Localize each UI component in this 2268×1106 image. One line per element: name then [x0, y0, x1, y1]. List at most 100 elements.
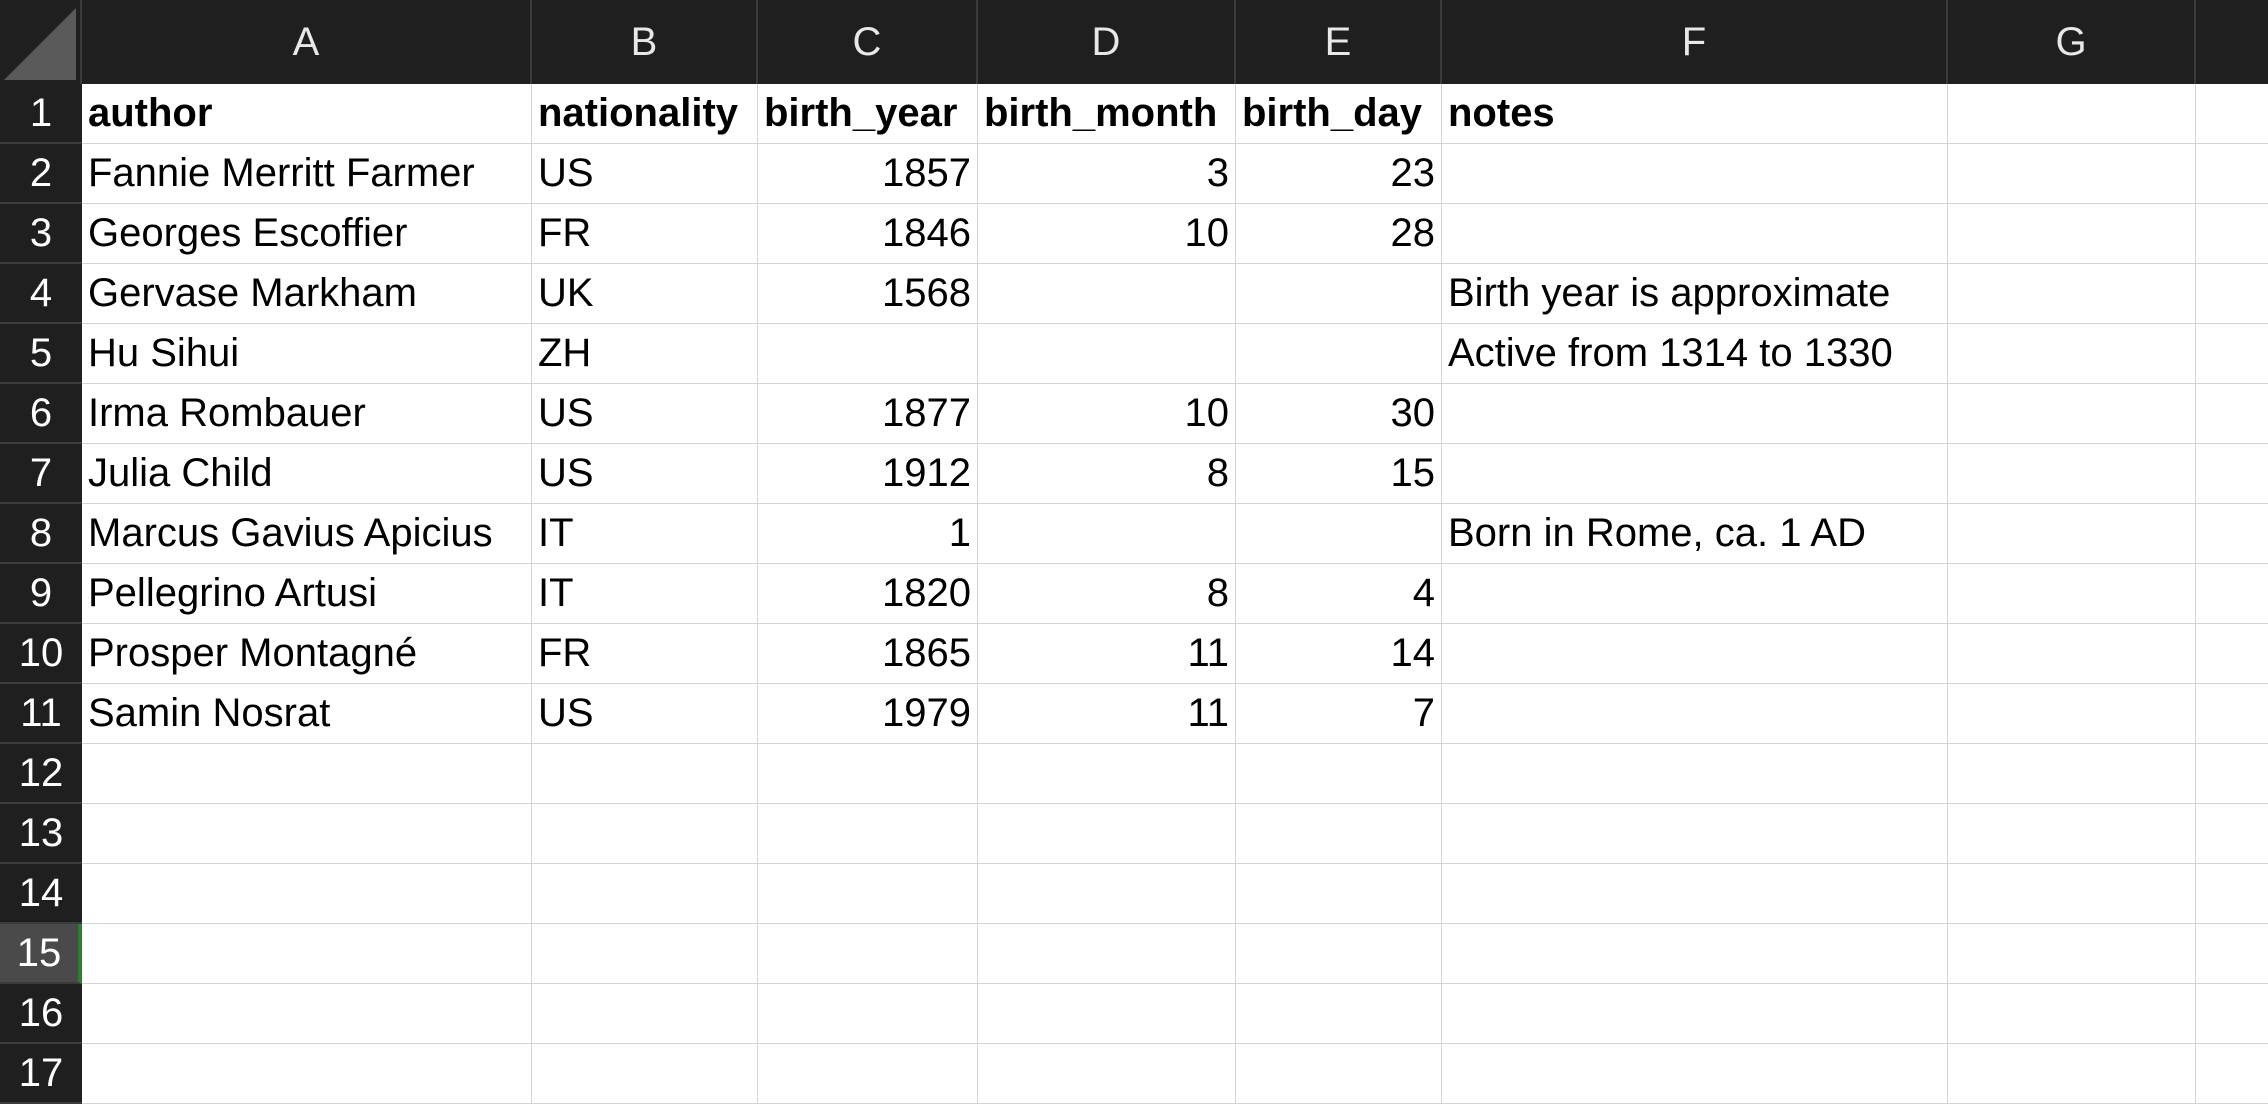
cell-b17[interactable]: [532, 1044, 758, 1104]
cell-f16[interactable]: [1442, 984, 1948, 1044]
cell-g8[interactable]: [1948, 504, 2196, 564]
cell-x5[interactable]: [2196, 324, 2268, 384]
column-header-f[interactable]: F: [1442, 0, 1948, 84]
cell-x12[interactable]: [2196, 744, 2268, 804]
cell-x1[interactable]: [2196, 84, 2268, 144]
cell-g17[interactable]: [1948, 1044, 2196, 1104]
cell-e11[interactable]: 7: [1236, 684, 1442, 744]
column-header-e[interactable]: E: [1236, 0, 1442, 84]
cell-a3[interactable]: Georges Escoffier: [82, 204, 532, 264]
cell-a8[interactable]: Marcus Gavius Apicius: [82, 504, 532, 564]
cell-c1[interactable]: birth_year: [758, 84, 978, 144]
cell-f13[interactable]: [1442, 804, 1948, 864]
cell-g11[interactable]: [1948, 684, 2196, 744]
cell-f15[interactable]: [1442, 924, 1948, 984]
cell-g14[interactable]: [1948, 864, 2196, 924]
cell-f10[interactable]: [1442, 624, 1948, 684]
cell-c8[interactable]: 1: [758, 504, 978, 564]
cell-e17[interactable]: [1236, 1044, 1442, 1104]
cell-c14[interactable]: [758, 864, 978, 924]
row-header[interactable]: 6: [0, 384, 82, 444]
cell-g5[interactable]: [1948, 324, 2196, 384]
cell-c11[interactable]: 1979: [758, 684, 978, 744]
cell-d15[interactable]: [978, 924, 1236, 984]
cell-f11[interactable]: [1442, 684, 1948, 744]
row-header[interactable]: 10: [0, 624, 82, 684]
cell-a15[interactable]: [82, 924, 532, 984]
cell-a6[interactable]: Irma Rombauer: [82, 384, 532, 444]
row-header[interactable]: 1: [0, 84, 82, 144]
cell-x3[interactable]: [2196, 204, 2268, 264]
cell-a9[interactable]: Pellegrino Artusi: [82, 564, 532, 624]
cell-c15[interactable]: [758, 924, 978, 984]
cell-a2[interactable]: Fannie Merritt Farmer: [82, 144, 532, 204]
cell-x17[interactable]: [2196, 1044, 2268, 1104]
cell-g13[interactable]: [1948, 804, 2196, 864]
cell-b15[interactable]: [532, 924, 758, 984]
cell-d13[interactable]: [978, 804, 1236, 864]
cell-c7[interactable]: 1912: [758, 444, 978, 504]
cell-c16[interactable]: [758, 984, 978, 1044]
cell-d7[interactable]: 8: [978, 444, 1236, 504]
row-header[interactable]: 8: [0, 504, 82, 564]
cell-f17[interactable]: [1442, 1044, 1948, 1104]
cell-d5[interactable]: [978, 324, 1236, 384]
cell-f8[interactable]: Born in Rome, ca. 1 AD: [1442, 504, 1948, 564]
cell-d17[interactable]: [978, 1044, 1236, 1104]
cell-e13[interactable]: [1236, 804, 1442, 864]
cell-a7[interactable]: Julia Child: [82, 444, 532, 504]
cell-g9[interactable]: [1948, 564, 2196, 624]
cell-g1[interactable]: [1948, 84, 2196, 144]
cell-g6[interactable]: [1948, 384, 2196, 444]
cell-g4[interactable]: [1948, 264, 2196, 324]
cell-f2[interactable]: [1442, 144, 1948, 204]
cell-a5[interactable]: Hu Sihui: [82, 324, 532, 384]
cell-c9[interactable]: 1820: [758, 564, 978, 624]
cell-x4[interactable]: [2196, 264, 2268, 324]
cell-c3[interactable]: 1846: [758, 204, 978, 264]
row-header[interactable]: 9: [0, 564, 82, 624]
row-header[interactable]: 11: [0, 684, 82, 744]
cell-a16[interactable]: [82, 984, 532, 1044]
cell-x11[interactable]: [2196, 684, 2268, 744]
cell-d8[interactable]: [978, 504, 1236, 564]
cell-b10[interactable]: FR: [532, 624, 758, 684]
row-header[interactable]: 13: [0, 804, 82, 864]
cell-d4[interactable]: [978, 264, 1236, 324]
cell-b6[interactable]: US: [532, 384, 758, 444]
cell-a1[interactable]: author: [82, 84, 532, 144]
cell-b12[interactable]: [532, 744, 758, 804]
select-all-button[interactable]: [0, 0, 82, 84]
cell-f5[interactable]: Active from 1314 to 1330: [1442, 324, 1948, 384]
cell-c2[interactable]: 1857: [758, 144, 978, 204]
cell-b2[interactable]: US: [532, 144, 758, 204]
cell-b7[interactable]: US: [532, 444, 758, 504]
row-header[interactable]: 3: [0, 204, 82, 264]
cell-b4[interactable]: UK: [532, 264, 758, 324]
cell-b13[interactable]: [532, 804, 758, 864]
cell-f3[interactable]: [1442, 204, 1948, 264]
cell-d6[interactable]: 10: [978, 384, 1236, 444]
cell-f12[interactable]: [1442, 744, 1948, 804]
cell-d14[interactable]: [978, 864, 1236, 924]
row-header[interactable]: 15: [0, 924, 82, 984]
cell-x6[interactable]: [2196, 384, 2268, 444]
cell-d2[interactable]: 3: [978, 144, 1236, 204]
row-header[interactable]: 4: [0, 264, 82, 324]
cell-a13[interactable]: [82, 804, 532, 864]
cell-f14[interactable]: [1442, 864, 1948, 924]
cell-e6[interactable]: 30: [1236, 384, 1442, 444]
cell-c5[interactable]: [758, 324, 978, 384]
cell-x10[interactable]: [2196, 624, 2268, 684]
cell-g2[interactable]: [1948, 144, 2196, 204]
cell-x13[interactable]: [2196, 804, 2268, 864]
cell-e3[interactable]: 28: [1236, 204, 1442, 264]
cell-e10[interactable]: 14: [1236, 624, 1442, 684]
cell-g12[interactable]: [1948, 744, 2196, 804]
cell-x15[interactable]: [2196, 924, 2268, 984]
cell-g16[interactable]: [1948, 984, 2196, 1044]
cell-c6[interactable]: 1877: [758, 384, 978, 444]
cell-a12[interactable]: [82, 744, 532, 804]
column-header-extra[interactable]: [2196, 0, 2268, 84]
cell-x8[interactable]: [2196, 504, 2268, 564]
